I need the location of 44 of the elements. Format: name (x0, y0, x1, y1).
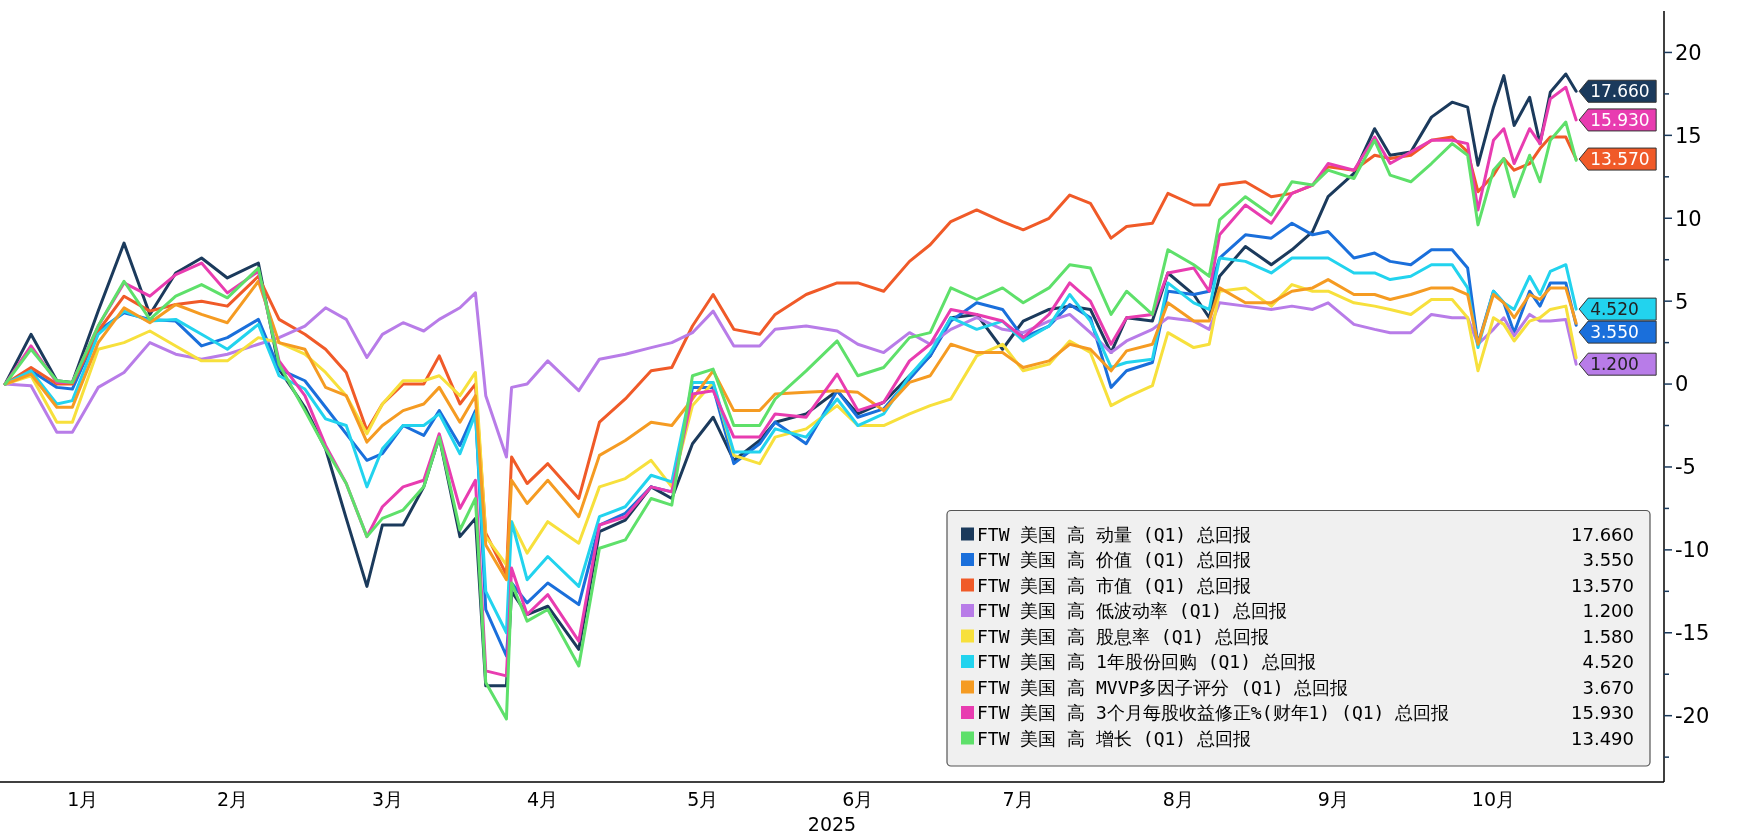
annotation: 1.200 (1582, 600, 1634, 622)
y-tick-label: -5 (1675, 455, 1696, 480)
legend-label: FTW 美国 高 3个月每股收益修正%(财年1) (Q1) 总回报 (977, 702, 1450, 724)
y-tick-label: 15 (1675, 123, 1702, 148)
legend-label: FTW 美国 高 价值 (Q1) 总回报 (977, 549, 1252, 571)
x-tick-label: 9月 (1317, 788, 1349, 810)
x-tick-label: 10月 (1471, 788, 1516, 810)
x-tick-label: 3月 (372, 788, 404, 810)
annotation: 3.670 (1582, 676, 1634, 698)
annotation: 1.580 (1582, 625, 1634, 647)
y-tick-label: -15 (1675, 621, 1710, 646)
legend-label: FTW 美国 高 股息率 (Q1) 总回报 (977, 625, 1270, 647)
x-tick-label: 6月 (842, 788, 874, 810)
x-tick-label: 7月 (1002, 788, 1034, 810)
x-axis-title: 2025 (807, 813, 857, 835)
x-tick-label: 1月 (67, 788, 99, 810)
legend-label: FTW 美国 高 MVVP多因子评分 (Q1) 总回报 (977, 676, 1349, 698)
y-tick-label: -10 (1675, 538, 1710, 563)
data-label: 17.660 (1590, 81, 1650, 102)
data-label: 15.930 (1590, 110, 1650, 131)
legend-label: FTW 美国 高 市值 (Q1) 总回报 (977, 574, 1252, 596)
data-label: 13.570 (1590, 149, 1650, 170)
y-tick-label: 5 (1675, 289, 1689, 314)
annotation: 15.930 (1571, 702, 1634, 724)
annotation: 13.490 (1571, 727, 1634, 749)
data-label: 3.550 (1590, 322, 1639, 343)
legend-label: FTW 美国 高 1年股份回购 (Q1) 总回报 (977, 651, 1316, 673)
y-tick-label: 20 (1675, 40, 1702, 65)
x-tick-label: 2月 (217, 788, 249, 810)
annotation: 17.660 (1571, 523, 1634, 545)
y-tick-label: -20 (1675, 704, 1710, 729)
legend-label: FTW 美国 高 动量 (Q1) 总回报 (977, 523, 1252, 545)
x-tick-label: 5月 (687, 788, 719, 810)
annotation: 13.570 (1571, 574, 1634, 596)
annotation: 4.520 (1582, 651, 1634, 673)
y-tick-label: 10 (1675, 206, 1702, 231)
data-label: 4.520 (1590, 299, 1639, 320)
y-tick-label: 0 (1675, 372, 1689, 397)
x-tick-label: 8月 (1162, 788, 1194, 810)
data-label: 1.200 (1590, 354, 1639, 375)
legend-label: FTW 美国 高 增长 (Q1) 总回报 (977, 727, 1252, 749)
legend-label: FTW 美国 高 低波动率 (Q1) 总回报 (977, 600, 1288, 622)
annotation: 3.550 (1582, 549, 1634, 571)
x-tick-label: 4月 (527, 788, 559, 810)
